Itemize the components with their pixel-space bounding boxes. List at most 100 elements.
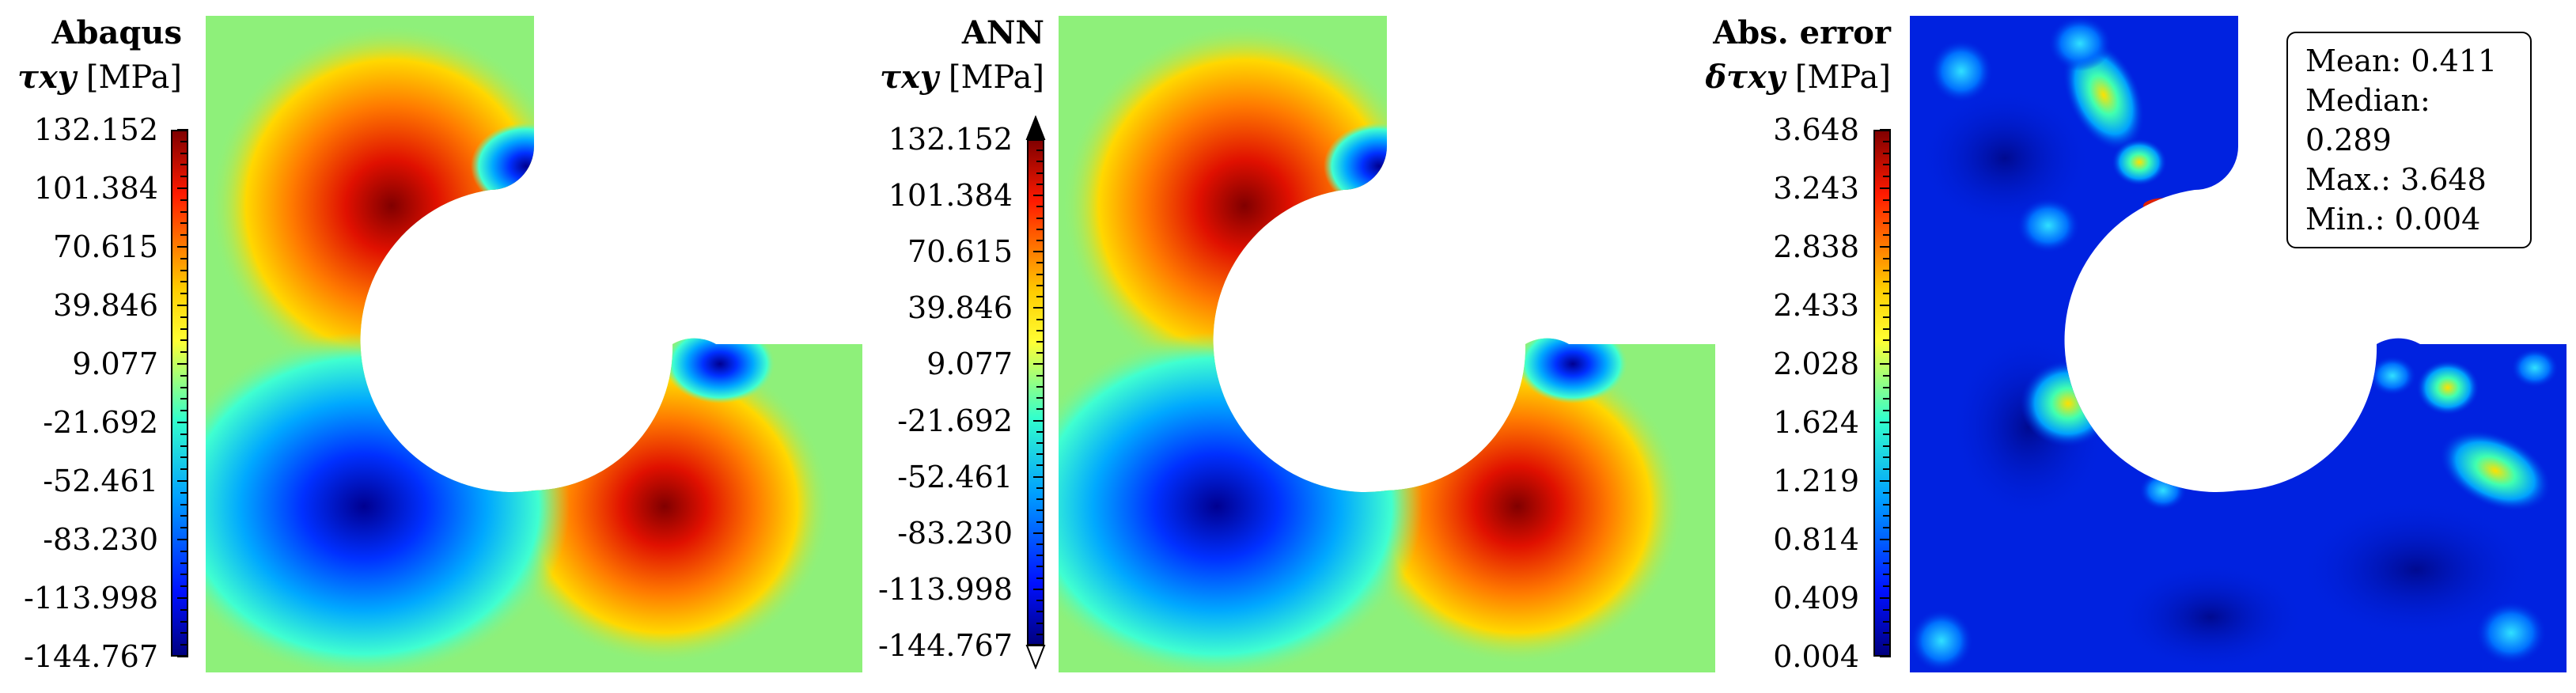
colorbar-tick-mark	[1880, 363, 1891, 365]
stress-field-abaqus	[206, 16, 862, 672]
colorbar-tick-mark	[180, 281, 188, 283]
colorbar-tick-label: 132.152	[888, 122, 1013, 157]
colorbar-label: τxy [MPa]	[17, 59, 182, 96]
stat-max: Max.: 3.648	[2305, 162, 2487, 197]
colorbar-tick-mark	[1883, 386, 1891, 388]
colorbar-tick-mark	[1883, 503, 1891, 506]
colorbar-tick-mark	[1036, 161, 1044, 163]
colorbar-tick-mark	[1880, 305, 1891, 306]
error-hotspot	[2021, 360, 2116, 447]
colorbar-tick-mark	[180, 328, 188, 330]
colorbar-tick-label: -21.692	[43, 405, 158, 440]
colorbar-tick-label: 0.814	[1773, 522, 1859, 557]
colorbar-tick-mark	[1883, 152, 1891, 154]
panel-title: Abs. error	[1713, 14, 1891, 51]
colorbar-tick-mark	[180, 199, 188, 201]
colorbar-tick-mark	[1033, 588, 1044, 590]
colorbar-tick-mark	[1036, 509, 1044, 512]
colorbar-tick-mark	[180, 234, 188, 237]
colorbar-tick-mark	[1036, 374, 1044, 377]
error-hotspot	[2369, 356, 2416, 396]
colorbar-tick-mark	[1883, 433, 1891, 435]
cold-lobe-left	[1059, 332, 1422, 672]
colorbar-tick-mark	[1883, 644, 1891, 646]
dark-patch	[2116, 562, 2305, 672]
colorbar-tick-mark	[180, 410, 188, 412]
colorbar-tick-mark	[1880, 187, 1891, 189]
dark-patch	[1918, 87, 2092, 229]
colorbar-tick-mark	[180, 140, 188, 142]
colorbar-tick-mark	[1883, 456, 1891, 459]
colorbar-tick-mark	[177, 480, 188, 482]
colorbar-tick-mark	[1036, 329, 1044, 331]
stat-min: Min.: 0.004	[2305, 202, 2481, 237]
colorbar-tick-mark	[180, 491, 188, 494]
colorbar-tick-mark	[180, 445, 188, 447]
colorbar-tick-mark	[180, 269, 188, 271]
colorbar-tick-mark	[1036, 273, 1044, 275]
colorbar-tick-label: -52.461	[43, 464, 158, 498]
colorbar-tick-mark	[1033, 419, 1044, 422]
colorbar-tick-mark	[180, 456, 188, 459]
colorbar-tick-mark	[180, 503, 188, 506]
colorbar-tick-mark	[177, 539, 188, 540]
colorbar-tick-mark	[1880, 246, 1891, 248]
error-hotspot	[2439, 430, 2551, 512]
colorbar-tick-mark	[1036, 521, 1044, 523]
panel-abaqus: Abaqus τxy [MPa]	[0, 0, 870, 693]
colorbar-tick-mark	[180, 374, 188, 377]
colorbar-tick-mark	[1036, 442, 1044, 444]
error-hotspot	[2048, 16, 2112, 71]
colorbar-tick-mark	[1036, 352, 1044, 354]
colorbar-tick-mark	[1883, 328, 1891, 330]
colorbar-tick-mark	[1880, 480, 1891, 482]
colorbar-tick-label: 3.243	[1773, 171, 1859, 206]
colorbar-tick-mark	[1036, 555, 1044, 557]
colorbar-tick-label: -52.461	[897, 459, 1013, 494]
colorbar-tick-mark	[1033, 363, 1044, 365]
colorbar-tick-mark	[1036, 172, 1044, 174]
colorbar-tick-mark	[177, 246, 188, 248]
colorbar-tick-label: -83.230	[897, 515, 1013, 551]
colorbar	[1027, 139, 1044, 646]
colorbar-tick-mark	[180, 210, 188, 213]
colorbar-tick-mark	[1036, 464, 1044, 467]
colorbar-tick-mark	[1036, 498, 1044, 501]
colorbar-tick-label: 101.384	[33, 171, 158, 206]
colorbar-tick-mark	[1883, 398, 1891, 400]
colorbar-tick-mark	[1036, 611, 1044, 613]
colorbar-tick-mark	[1883, 574, 1891, 576]
colorbar-tick-label: 2.433	[1773, 288, 1859, 323]
colorbar-tick-label: 0.004	[1773, 639, 1859, 674]
colorbar-tick-mark	[1883, 550, 1891, 552]
colorbar-tick-mark	[1883, 351, 1891, 354]
colorbar-tick-mark	[1036, 577, 1044, 579]
colorbar-tick-mark	[1883, 445, 1891, 447]
colorbar-tick-mark	[180, 293, 188, 295]
colorbar-tick-mark	[1036, 397, 1044, 400]
colorbar-tick-mark	[180, 574, 188, 576]
error-hotspot	[1930, 40, 1993, 103]
colorbar-tick-mark	[180, 386, 188, 388]
colorbar-tick-mark	[1033, 475, 1044, 478]
colorbar-tick-mark	[1036, 430, 1044, 433]
colorbar-tick-label: 1.219	[1773, 464, 1859, 498]
colorbar-tick-mark	[177, 305, 188, 306]
colorbar-tick-label: 3.648	[1773, 112, 1859, 147]
colorbar-tick-mark	[1883, 491, 1891, 494]
colorbar-tick-mark	[1036, 543, 1044, 545]
unit-label: [MPa]	[948, 59, 1044, 96]
colorbar-tick-label: 1.624	[1773, 405, 1859, 440]
colorbar-tick-mark	[1883, 608, 1891, 611]
colorbar-tick-mark	[1880, 539, 1891, 540]
colorbar-tick-mark	[1883, 269, 1891, 271]
quantity-symbol: τxy	[17, 59, 77, 96]
colorbar-tick-label: 70.615	[907, 234, 1013, 270]
quantity-symbol: τxy	[880, 59, 939, 96]
error-hotspot	[2416, 360, 2479, 415]
colorbar-tick-label: -144.767	[878, 628, 1013, 663]
colorbar-tick-mark	[1883, 316, 1891, 318]
panel-title: ANN	[961, 14, 1044, 51]
cold-lobe-top	[471, 123, 581, 210]
colorbar-tick-mark	[180, 164, 188, 166]
